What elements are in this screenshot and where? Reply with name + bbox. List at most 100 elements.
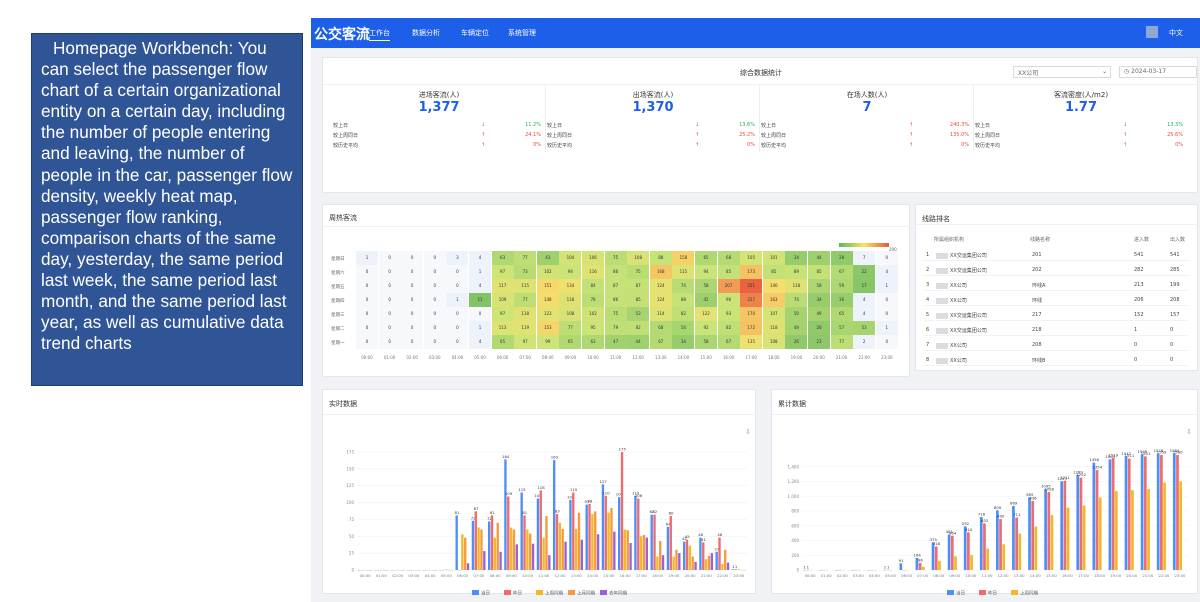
heatmap-cell[interactable]: 50 — [785, 307, 808, 321]
heatmap-cell[interactable]: 163 — [762, 293, 785, 307]
heatmap-cell[interactable]: 0 — [423, 265, 446, 279]
bar[interactable] — [626, 530, 629, 570]
bar[interactable] — [545, 516, 548, 570]
date-picker[interactable]: ◷ 2024-03-17 — [1119, 66, 1197, 78]
bar[interactable] — [650, 514, 653, 570]
heatmap-cell[interactable]: 43 — [536, 251, 559, 265]
bar[interactable] — [444, 569, 448, 570]
bar[interactable] — [669, 516, 672, 570]
bar[interactable] — [613, 531, 616, 570]
bar[interactable] — [1034, 526, 1038, 570]
heatmap-cell[interactable]: 86 — [604, 293, 627, 307]
legend-label[interactable]: 昨日 — [988, 590, 997, 596]
ranking-row[interactable]: 8 XX公司 环线B 0 0 — [924, 354, 1188, 366]
heatmap-cell[interactable]: 104 — [559, 251, 582, 265]
bar[interactable] — [499, 551, 502, 570]
heatmap-cell[interactable]: 0 — [423, 321, 446, 335]
bar[interactable] — [683, 541, 686, 570]
heatmap-cell[interactable]: 170 — [740, 307, 763, 321]
bar[interactable] — [520, 492, 523, 570]
bar[interactable] — [737, 569, 740, 570]
heatmap-cell[interactable]: 124 — [649, 293, 672, 307]
heatmap-cell[interactable]: 1 — [356, 251, 378, 265]
heatmap-cell[interactable]: 102 — [536, 265, 559, 279]
bar[interactable] — [938, 560, 941, 570]
bar[interactable] — [653, 514, 656, 570]
heatmap-cell[interactable]: 4 — [853, 293, 876, 307]
bar[interactable] — [1063, 480, 1067, 570]
heatmap-cell[interactable]: 102 — [582, 307, 604, 321]
nav-tab-vehicle-location[interactable]: 车辆定位 — [461, 29, 489, 37]
heatmap-cell[interactable]: 115 — [514, 279, 537, 293]
heatmap-cell[interactable]: 88 — [672, 293, 695, 307]
heatmap-cell[interactable]: 108 — [627, 251, 650, 265]
heatmap-cell[interactable]: 0 — [423, 307, 446, 321]
bar[interactable] — [509, 527, 513, 570]
bar[interactable] — [1156, 453, 1160, 570]
bar[interactable] — [979, 517, 983, 570]
bar[interactable] — [645, 537, 648, 570]
heatmap-cell[interactable]: 4 — [853, 307, 876, 321]
heatmap-cell[interactable]: 0 — [423, 293, 446, 307]
bar[interactable] — [675, 549, 678, 570]
bar[interactable] — [954, 556, 957, 570]
bar[interactable] — [724, 549, 727, 570]
heatmap-cell[interactable]: 251 — [740, 279, 763, 293]
bar[interactable] — [967, 532, 970, 570]
bar[interactable] — [496, 522, 499, 570]
heatmap-cell[interactable]: 7 — [853, 251, 876, 265]
bar[interactable] — [656, 556, 659, 570]
heatmap-cell[interactable]: 1 — [469, 265, 491, 279]
heatmap-cell[interactable]: 26 — [785, 335, 808, 349]
heatmap-cell[interactable]: 0 — [378, 321, 401, 335]
heatmap-cell[interactable]: 77 — [559, 321, 582, 335]
bar[interactable] — [637, 498, 640, 570]
heatmap-cell[interactable]: 11 — [469, 293, 491, 307]
heatmap-cell[interactable]: 54 — [672, 321, 695, 335]
heatmap-cell[interactable]: 118 — [762, 321, 785, 335]
heatmap-cell[interactable]: 65 — [559, 335, 582, 349]
heatmap-cell[interactable]: 1 — [446, 293, 469, 307]
bar[interactable] — [569, 499, 572, 570]
heatmap-cell[interactable]: 22 — [853, 265, 876, 279]
bar[interactable] — [1028, 497, 1031, 570]
bar[interactable] — [591, 514, 594, 570]
bar[interactable] — [564, 541, 567, 570]
bar[interactable] — [950, 535, 954, 570]
heatmap-cell[interactable]: 77 — [514, 293, 537, 307]
language-switch[interactable]: 中文 — [1169, 29, 1183, 37]
heatmap-cell[interactable]: 87 — [627, 279, 650, 293]
bar[interactable] — [1108, 459, 1112, 570]
heatmap-cell[interactable]: 82 — [717, 321, 740, 335]
heatmap-cell[interactable]: 146 — [762, 279, 785, 293]
heatmap-cell[interactable]: 4 — [469, 335, 491, 349]
bar[interactable] — [1111, 457, 1115, 570]
bar[interactable] — [915, 557, 919, 570]
bar[interactable] — [461, 534, 464, 570]
heatmap-cell[interactable]: 67 — [717, 335, 740, 349]
heatmap-cell[interactable]: 0 — [423, 335, 446, 349]
heatmap-cell[interactable]: 117 — [491, 279, 514, 293]
bar[interactable] — [707, 555, 711, 570]
bar[interactable] — [1018, 533, 1022, 570]
heatmap-cell[interactable]: 68 — [717, 251, 740, 265]
bar[interactable] — [572, 492, 575, 570]
bar[interactable] — [607, 512, 610, 570]
heatmap-cell[interactable]: 118 — [559, 293, 582, 307]
bar[interactable] — [577, 512, 581, 570]
heatmap-cell[interactable]: 94 — [695, 265, 717, 279]
heatmap-cell[interactable]: 28 — [830, 251, 853, 265]
heatmap-cell[interactable]: 0 — [875, 251, 898, 265]
bar[interactable] — [688, 545, 692, 570]
heatmap-cell[interactable]: 58 — [695, 279, 717, 293]
heatmap-cell[interactable]: 118 — [785, 279, 808, 293]
bar[interactable] — [699, 537, 702, 570]
bar[interactable] — [542, 537, 545, 570]
heatmap-cell[interactable]: 75 — [604, 251, 627, 265]
heatmap-cell[interactable]: 113 — [491, 321, 514, 335]
bar[interactable] — [970, 555, 973, 570]
heatmap-cell[interactable]: 93 — [717, 307, 740, 321]
heatmap-cell[interactable]: 85 — [717, 265, 740, 279]
bar[interactable] — [618, 497, 621, 570]
bar[interactable] — [536, 498, 540, 570]
